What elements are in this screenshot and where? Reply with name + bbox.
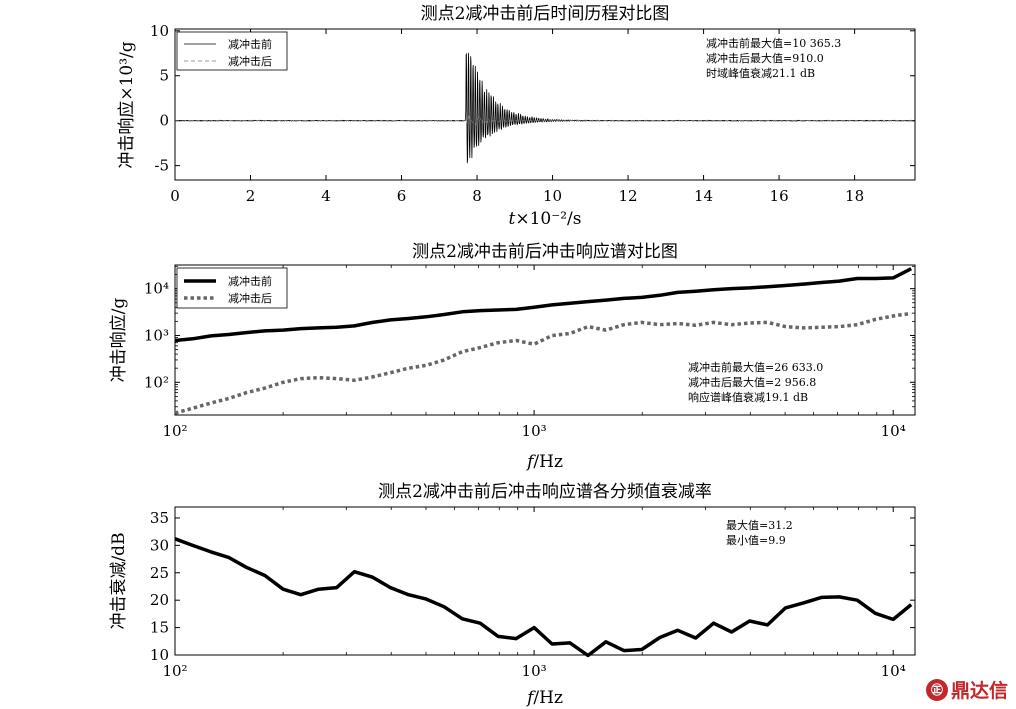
chart3-lines	[174, 537, 913, 658]
chart2-title: 测点2减冲击前后冲击响应谱对比图	[412, 242, 678, 262]
chart1-plot-frame	[174, 28, 916, 181]
chart1-xtick-label: 8	[472, 187, 482, 205]
chart3-ytick-label: 30	[150, 536, 169, 554]
chart3-xtick-label: 10⁴	[881, 662, 906, 680]
chart3-title: 测点2减冲击前后冲击响应谱各分频值衰减率	[378, 482, 712, 502]
chart3-annotations: 最大值=31.2 最小值=9.9	[726, 518, 793, 547]
chart2-annotations: 减冲击前最大值=26 633.0 减冲击后最大值=2 956.8 响应谱峰值衰减…	[688, 360, 823, 404]
chart2-ticks: 10² 10³ 10⁴ 10² 10³ 10⁴	[144, 265, 915, 440]
chart1-xtick-label: 10	[543, 187, 562, 205]
chart1-xtick-label: 6	[397, 187, 407, 205]
chart2-annotation-after-max: 减冲击后最大值=2 956.8	[688, 375, 816, 389]
brand-logo-icon: ㊣	[925, 678, 948, 701]
chart1-annotation-attenuation: 时域峰值衰减21.1 dB	[706, 66, 815, 80]
chart1-xtick-label: 0	[170, 187, 180, 205]
chart2-legend-box	[176, 267, 288, 309]
chart1-xtick-label: 16	[770, 187, 789, 205]
chart-response-spectrum: 测点2减冲击前后冲击响应谱对比图 10² 10³ 10⁴ 10² 10³ 10⁴ 冲击响应…	[109, 242, 916, 472]
chart1-xtick-label: 14	[694, 187, 713, 205]
chart1-annotation-after-max: 减冲击后最大值=910.0	[706, 51, 824, 65]
chart1-lines	[174, 52, 916, 164]
chart2-xtick-label: 10⁴	[881, 422, 906, 440]
chart1-ytick-label: 10	[150, 22, 169, 40]
chart3-ticks: 10² 10³ 10⁴ 10 15 20 25 30 35	[150, 507, 915, 680]
chart1-xtick-label: 4	[321, 187, 331, 205]
chart2-xlabel-var: f	[525, 452, 536, 472]
chart3-xlabel: f/Hz	[525, 688, 563, 708]
chart2-legend-label-after: 减冲击后	[228, 291, 272, 305]
chart3-ytick-label: 25	[150, 564, 169, 582]
chart2-series-line	[174, 311, 912, 415]
chart3-xlabel-unit: /Hz	[533, 688, 563, 708]
chart1-ytick-label: -5	[154, 157, 169, 175]
chart1-xtick-label: 18	[845, 187, 864, 205]
brand-logo: ㊣ 鼎达信	[925, 676, 1008, 703]
chart1-xlabel-unit: ×10⁻²/s	[515, 209, 581, 229]
chart3-ytick-label: 35	[150, 509, 169, 527]
chart2-ytick-label: 10³	[144, 326, 169, 344]
chart2-xtick-label: 10³	[522, 422, 547, 440]
chart2-series-line	[174, 267, 912, 343]
chart3-ytick-label: 15	[150, 619, 169, 637]
chart2-legend-label-before: 减冲击前	[228, 274, 272, 288]
chart1-legend: 减冲击前 减冲击后	[176, 31, 288, 71]
chart3-ylabel: 冲击衰减/dB	[109, 532, 129, 629]
chart3-xtick-label: 10²	[162, 662, 187, 680]
chart2-ylabel: 冲击响应/g	[109, 298, 129, 383]
chart3-ytick-label: 20	[150, 591, 169, 609]
chart2-annotation-before-max: 减冲击前最大值=26 633.0	[688, 360, 823, 374]
chart1-annotation-before-max: 减冲击前最大值=10 365.3	[706, 36, 841, 50]
chart1-ytick-label: 5	[159, 67, 169, 85]
chart2-annotation-attenuation: 响应谱峰值衰减19.1 dB	[688, 390, 808, 404]
chart2-legend: 减冲击前 减冲击后	[176, 267, 288, 309]
chart2-ytick-label: 10²	[144, 373, 169, 391]
chart2-xlabel-unit: /Hz	[533, 452, 563, 472]
chart1-xtick-label: 2	[246, 187, 256, 205]
chart1-legend-label-before: 减冲击前	[228, 37, 272, 51]
chart3-xtick-label: 10³	[522, 662, 547, 680]
chart1-title: 测点2减冲击前后时间历程对比图	[421, 4, 670, 24]
chart3-ytick-label: 10	[150, 646, 169, 664]
chart3-xlabel-var: f	[525, 688, 536, 708]
chart1-legend-label-after: 减冲击后	[228, 54, 272, 68]
chart2-lines	[174, 267, 912, 415]
chart1-xtick-label: 12	[619, 187, 638, 205]
chart1-legend-box	[176, 31, 288, 71]
chart1-xlabel: t×10⁻²/s	[509, 209, 582, 229]
chart2-ytick-label: 10⁴	[144, 280, 169, 298]
chart-attenuation: 测点2减冲击前后冲击响应谱各分频值衰减率 10² 10³ 10⁴ 10 15 20 25 30…	[109, 482, 916, 708]
chart2-xtick-label: 10²	[162, 422, 187, 440]
brand-logo-text: 鼎达信	[950, 680, 1008, 702]
chart3-plot-frame	[174, 506, 916, 656]
chart1-ytick-label: 0	[159, 112, 169, 130]
chart3-series-line	[174, 537, 913, 658]
chart1-xlabel-var: t	[509, 209, 516, 229]
chart1-series-line	[174, 114, 916, 125]
chart1-annotations: 减冲击前最大值=10 365.3 减冲击后最大值=910.0 时域峰值衰减21.…	[706, 36, 841, 80]
chart1-ylabel: 冲击响应×10³/g	[117, 41, 137, 168]
chart3-annotation-max: 最大值=31.2	[726, 518, 793, 532]
chart3-annotation-min: 最小值=9.9	[726, 534, 786, 547]
chart2-xlabel: f/Hz	[525, 452, 563, 472]
